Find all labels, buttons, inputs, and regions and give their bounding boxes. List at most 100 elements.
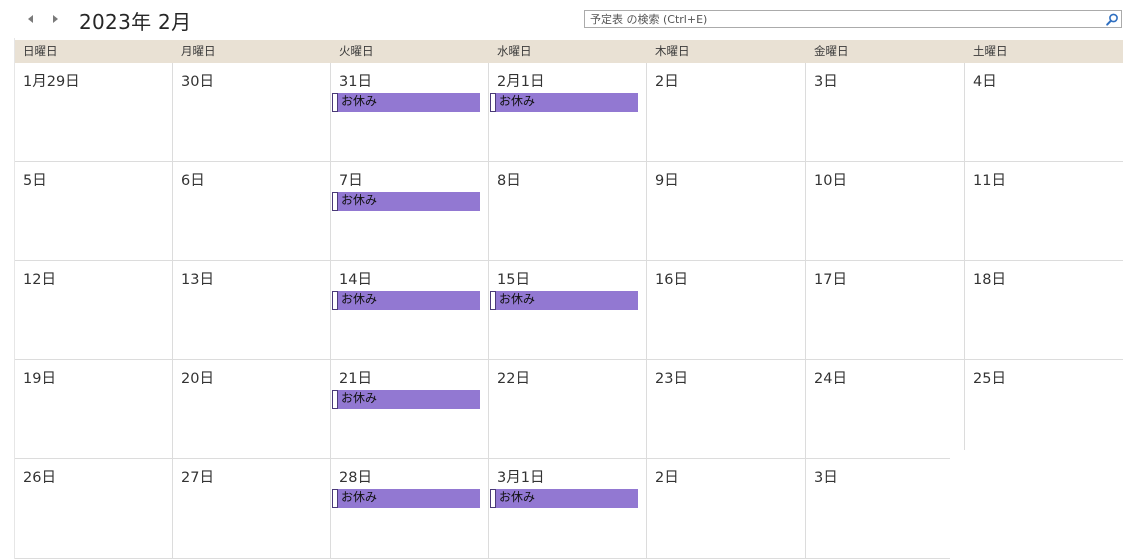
month-title: 2023年 2月 [79, 10, 192, 34]
day-number: 18日 [973, 272, 1006, 288]
event-item[interactable]: お休み [332, 93, 480, 112]
magnifier-icon [1106, 13, 1118, 26]
day-cell[interactable]: 3日 [806, 63, 965, 162]
day-cell[interactable]: 17日 [806, 261, 965, 360]
day-number: 26日 [23, 470, 56, 486]
event-title: お休み [341, 490, 378, 504]
day-number: 1月29日 [23, 74, 80, 90]
search-input[interactable] [585, 11, 1100, 27]
day-cell[interactable]: 30日 [173, 63, 331, 162]
day-cell[interactable]: 2日 [647, 459, 806, 559]
event-item[interactable]: お休み [490, 93, 638, 112]
day-cell[interactable]: 3日 [806, 459, 965, 559]
event-status-marker [490, 489, 496, 508]
day-number: 28日 [339, 470, 372, 486]
day-cell[interactable]: 13日 [173, 261, 331, 360]
day-cell[interactable]: 7日お休み [331, 162, 489, 261]
day-number: 7日 [339, 173, 363, 189]
day-number: 21日 [339, 371, 372, 387]
day-number: 23日 [655, 371, 688, 387]
day-cell[interactable]: 19日 [15, 360, 173, 459]
day-cell[interactable]: 18日 [965, 261, 1123, 360]
day-number: 13日 [181, 272, 214, 288]
blank-region [950, 450, 1123, 559]
day-cell[interactable]: 10日 [806, 162, 965, 261]
day-cell[interactable]: 16日 [647, 261, 806, 360]
day-cell[interactable]: 1月29日 [15, 63, 173, 162]
day-cell[interactable]: 28日お休み [331, 459, 489, 559]
day-number: 10日 [814, 173, 847, 189]
day-number: 15日 [497, 272, 530, 288]
day-number: 11日 [973, 173, 1006, 189]
event-title: お休み [341, 292, 378, 306]
event-title: お休み [499, 94, 536, 108]
day-cell[interactable]: 9日 [647, 162, 806, 261]
day-number: 2月1日 [497, 74, 545, 90]
weekday-wednesday: 水曜日 [497, 44, 532, 58]
calendar-search-box[interactable] [584, 10, 1122, 28]
day-cell[interactable]: 12日 [15, 261, 173, 360]
day-cell[interactable]: 22日 [489, 360, 647, 459]
day-cell[interactable]: 31日お休み [331, 63, 489, 162]
event-status-marker [490, 291, 496, 310]
weekday-header: 日曜日 月曜日 火曜日 水曜日 木曜日 金曜日 土曜日 [15, 40, 1123, 63]
day-cell[interactable]: 23日 [647, 360, 806, 459]
day-cell[interactable]: 21日お休み [331, 360, 489, 459]
day-cell[interactable]: 27日 [173, 459, 331, 559]
event-item[interactable]: お休み [332, 489, 480, 508]
event-title: お休み [499, 292, 536, 306]
day-number: 3日 [814, 74, 838, 90]
day-number: 20日 [181, 371, 214, 387]
day-cell[interactable]: 2月1日お休み [489, 63, 647, 162]
day-cell[interactable]: 14日お休み [331, 261, 489, 360]
event-title: お休み [499, 490, 536, 504]
day-cell[interactable]: 26日 [15, 459, 173, 559]
day-cell[interactable]: 8日 [489, 162, 647, 261]
event-status-marker [332, 390, 338, 409]
weekday-sunday: 日曜日 [23, 44, 58, 58]
weekday-saturday: 土曜日 [973, 44, 1008, 58]
event-item[interactable]: お休み [332, 390, 480, 409]
day-number: 5日 [23, 173, 47, 189]
day-number: 16日 [655, 272, 688, 288]
day-number: 22日 [497, 371, 530, 387]
event-status-marker [332, 93, 338, 112]
day-cell[interactable]: 4日 [965, 63, 1123, 162]
event-title: お休み [341, 391, 378, 405]
day-number: 2日 [655, 74, 679, 90]
day-number: 3日 [814, 470, 838, 486]
day-cell[interactable]: 11日 [965, 162, 1123, 261]
day-number: 14日 [339, 272, 372, 288]
day-number: 30日 [181, 74, 214, 90]
event-item[interactable]: お休み [332, 192, 480, 211]
search-button[interactable] [1105, 12, 1120, 27]
previous-month-button[interactable] [24, 12, 38, 26]
event-item[interactable]: お休み [332, 291, 480, 310]
day-number: 19日 [23, 371, 56, 387]
event-status-marker [332, 489, 338, 508]
event-item[interactable]: お休み [490, 489, 638, 508]
day-cell[interactable]: 6日 [173, 162, 331, 261]
weekday-friday: 金曜日 [814, 44, 849, 58]
day-number: 6日 [181, 173, 205, 189]
day-cell[interactable]: 3月1日 お休み [489, 459, 647, 559]
event-status-marker [490, 93, 496, 112]
day-cell[interactable]: 5日 [15, 162, 173, 261]
day-cell[interactable]: 24日 [806, 360, 965, 459]
day-cell[interactable]: 25日 [965, 360, 1123, 459]
day-number: 31日 [339, 74, 372, 90]
day-cell[interactable]: 15日お休み [489, 261, 647, 360]
event-status-marker [332, 291, 338, 310]
day-number: 8日 [497, 173, 521, 189]
day-cell[interactable]: 20日 [173, 360, 331, 459]
left-edge-strip [0, 38, 15, 559]
day-number: 27日 [181, 470, 214, 486]
day-number: 4日 [973, 74, 997, 90]
day-cell[interactable]: 2日 [647, 63, 806, 162]
event-item[interactable]: お休み [490, 291, 638, 310]
day-number: 25日 [973, 371, 1006, 387]
next-month-button[interactable] [48, 12, 62, 26]
day-number: 2日 [655, 470, 679, 486]
triangle-right-icon [53, 15, 58, 23]
day-number: 12日 [23, 272, 56, 288]
